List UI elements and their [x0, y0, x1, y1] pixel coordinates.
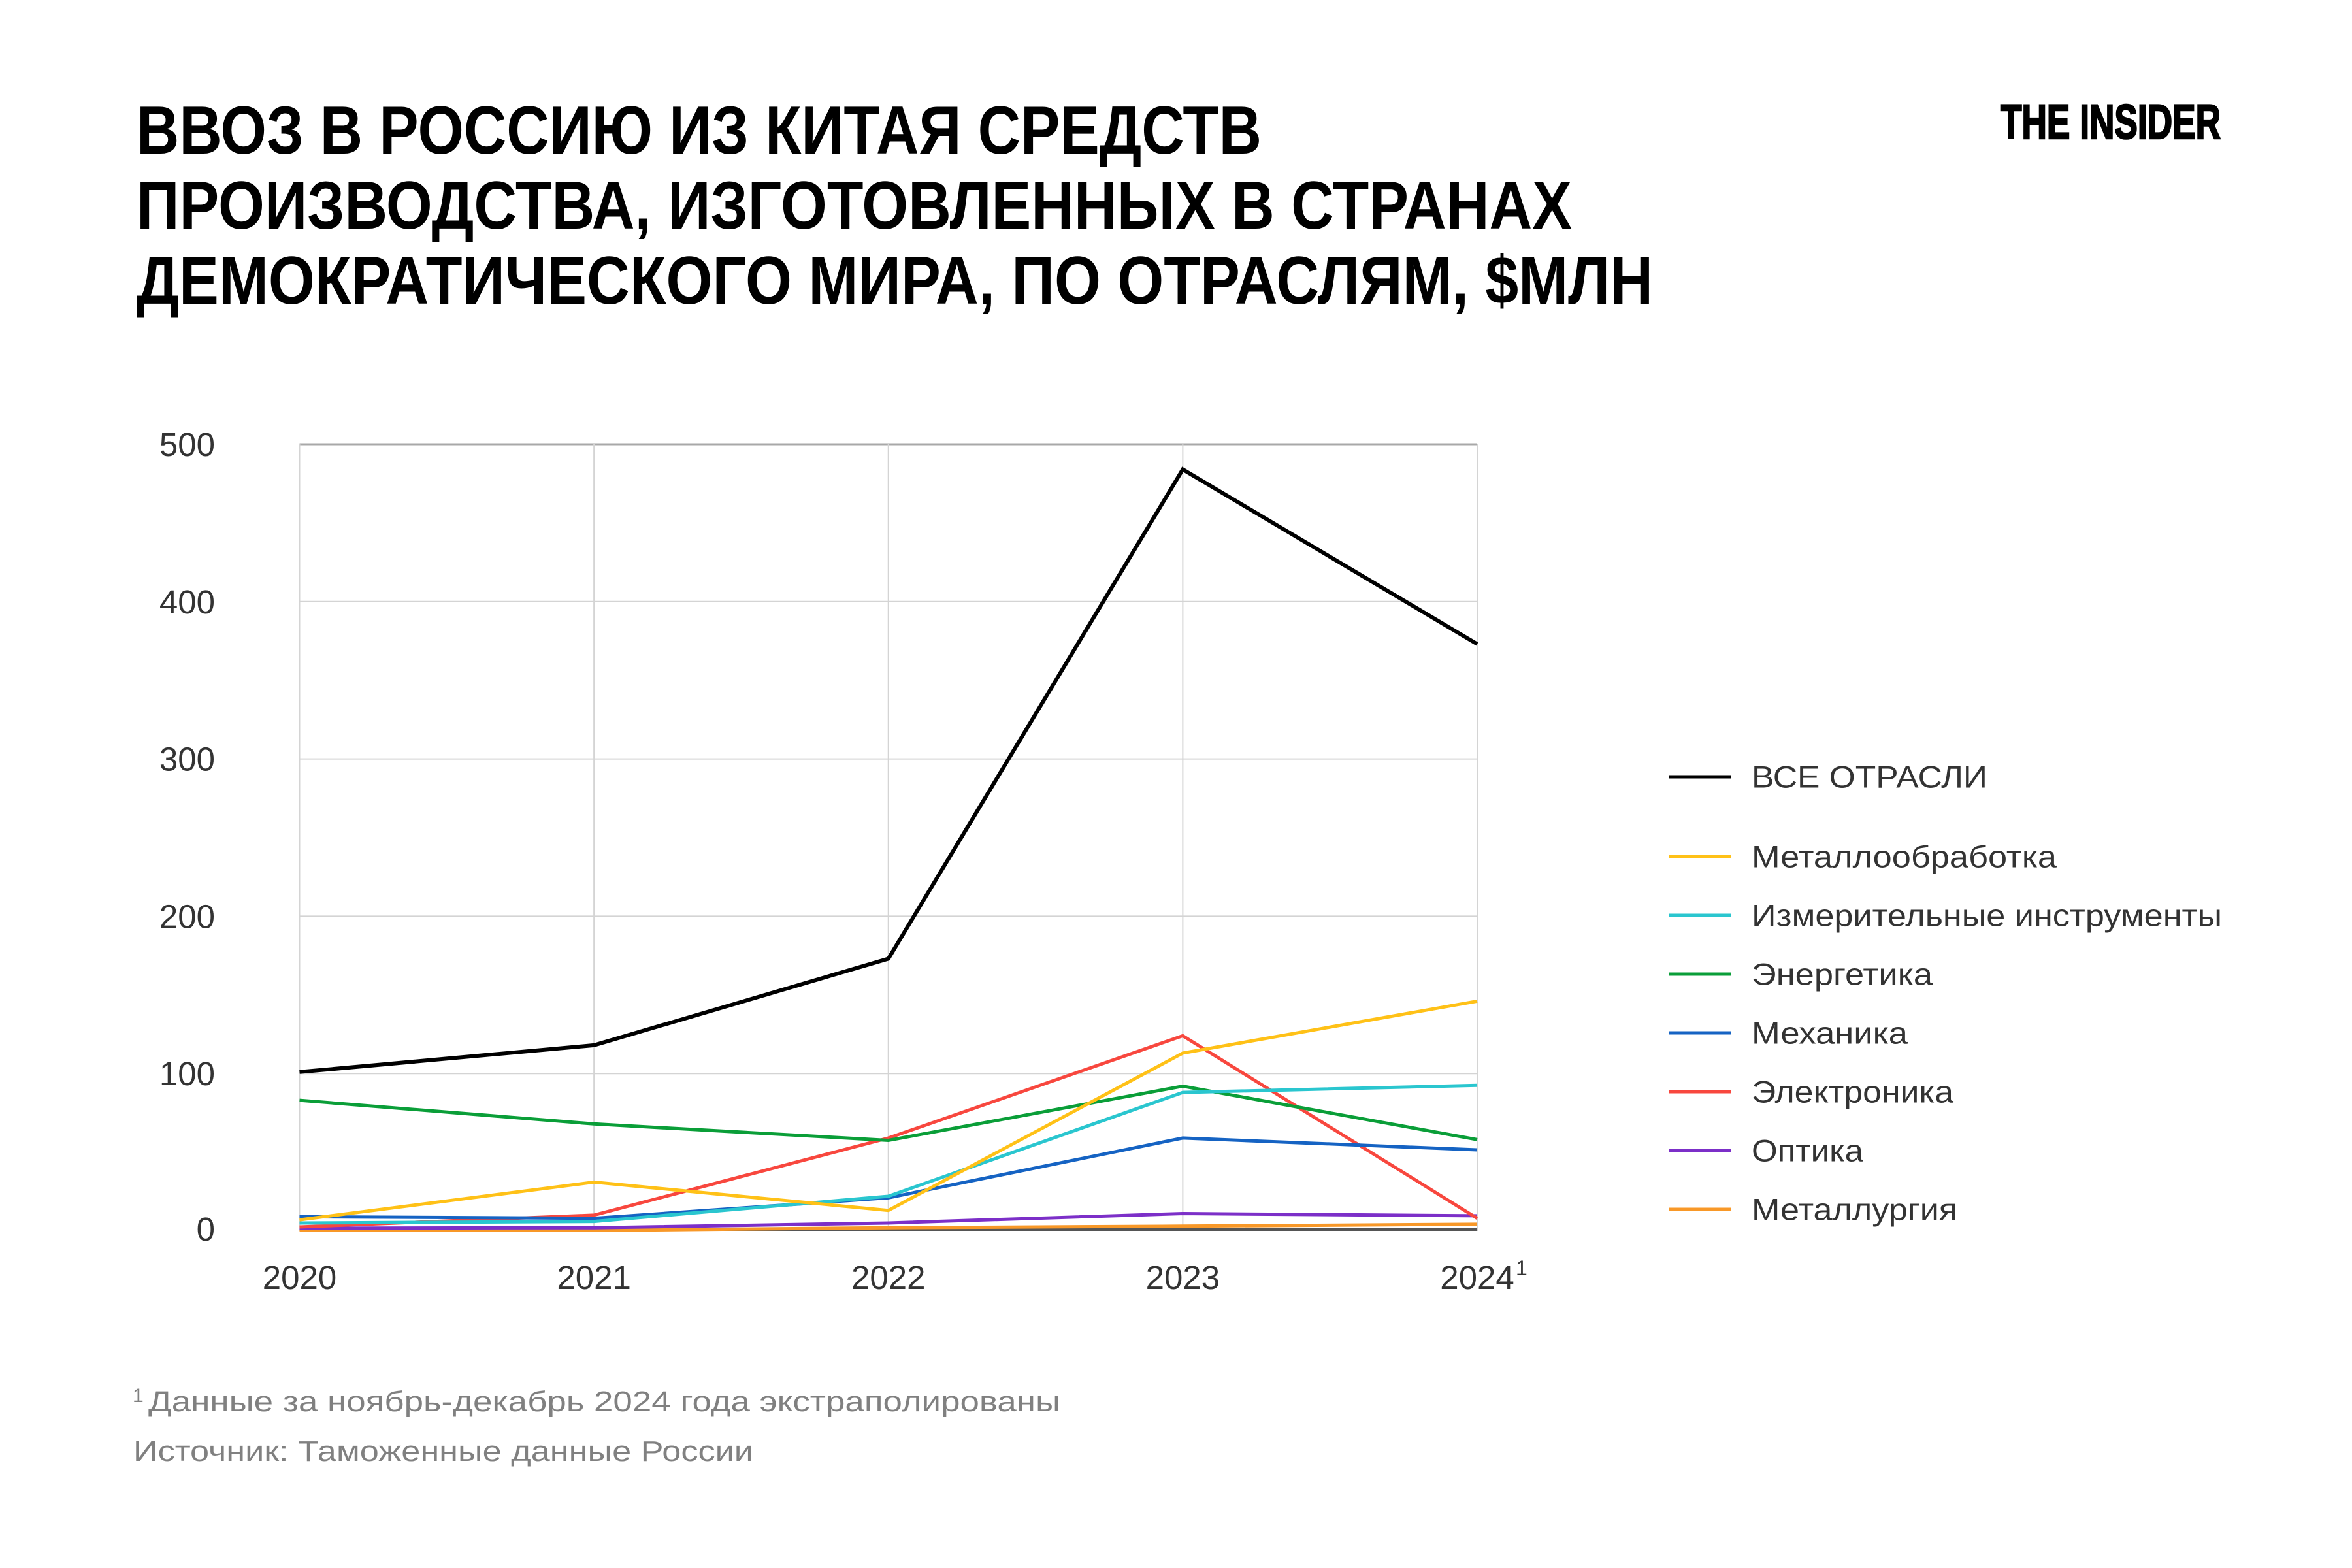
svg-text:Металлургия: Металлургия [1752, 1192, 1957, 1227]
svg-text:Источник: Таможенные данные Ро: Источник: Таможенные данные России [133, 1435, 753, 1467]
svg-text:2020: 2020 [263, 1259, 336, 1296]
svg-text:ПРОИЗВОДСТВА, ИЗГОТОВЛЕННЫХ В: ПРОИЗВОДСТВА, ИЗГОТОВЛЕННЫХ В СТРАНАХ [137, 168, 1572, 244]
svg-text:400: 400 [159, 583, 215, 621]
svg-text:1: 1 [133, 1385, 144, 1407]
svg-text:2021: 2021 [557, 1259, 630, 1296]
svg-text:Энергетика: Энергетика [1752, 957, 1933, 992]
svg-text:2022: 2022 [851, 1259, 925, 1296]
svg-text:Механика: Механика [1752, 1016, 1908, 1051]
svg-text:300: 300 [159, 741, 215, 778]
svg-text:THE INSIDER: THE INSIDER [2001, 95, 2221, 149]
svg-text:1: 1 [1516, 1256, 1527, 1280]
svg-text:2024: 2024 [1440, 1259, 1514, 1296]
svg-text:ВВОЗ В РОССИЮ ИЗ КИТАЯ СРЕДСТВ: ВВОЗ В РОССИЮ ИЗ КИТАЯ СРЕДСТВ [137, 93, 1262, 169]
svg-text:Электроника: Электроника [1752, 1075, 1954, 1109]
svg-text:0: 0 [197, 1211, 215, 1248]
svg-text:Оптика: Оптика [1752, 1134, 1864, 1168]
svg-text:Данные за ноябрь-декабрь 2024: Данные за ноябрь-декабрь 2024 года экстр… [148, 1386, 1060, 1418]
svg-text:Металлообработка: Металлообработка [1752, 840, 2057, 874]
svg-text:100: 100 [159, 1055, 215, 1092]
svg-text:200: 200 [159, 898, 215, 935]
svg-text:ВСЕ ОТРАСЛИ: ВСЕ ОТРАСЛИ [1752, 760, 1987, 794]
svg-text:500: 500 [159, 426, 215, 463]
svg-text:Измерительные инструменты: Измерительные инструменты [1752, 898, 2222, 933]
svg-text:ДЕМОКРАТИЧЕСКОГО МИРА, ПО ОТРА: ДЕМОКРАТИЧЕСКОГО МИРА, ПО ОТРАСЛЯМ, $МЛН [137, 243, 1653, 319]
svg-text:2023: 2023 [1146, 1259, 1220, 1296]
